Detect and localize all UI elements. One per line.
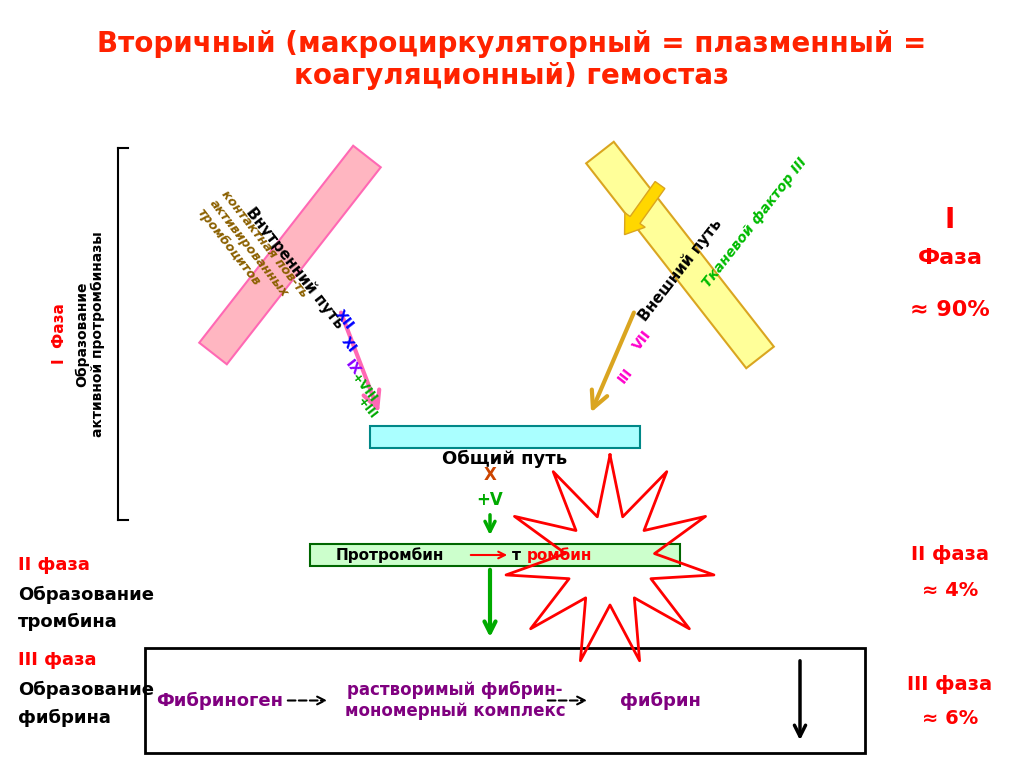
FancyArrow shape bbox=[625, 182, 665, 235]
Bar bbox=[310, 544, 680, 566]
Text: +VIII: +VIII bbox=[348, 370, 379, 405]
Text: ≈ 90%: ≈ 90% bbox=[910, 300, 990, 320]
Text: Тканевой фактор III: Тканевой фактор III bbox=[700, 155, 810, 290]
Text: XII: XII bbox=[332, 308, 356, 333]
Text: I: I bbox=[945, 206, 955, 234]
Text: II фаза: II фаза bbox=[18, 556, 90, 574]
Text: тромбина: тромбина bbox=[18, 613, 118, 631]
Bar bbox=[370, 426, 640, 448]
Text: Образование
активной протромбиназы: Образование активной протромбиназы bbox=[75, 231, 105, 437]
Text: ≈ 6%: ≈ 6% bbox=[922, 709, 978, 728]
Text: Внешний путь: Внешний путь bbox=[636, 216, 725, 324]
Text: фибрина: фибрина bbox=[18, 709, 111, 727]
Text: XI: XI bbox=[338, 334, 358, 356]
Text: III: III bbox=[615, 364, 636, 385]
Text: Фибриноген: Фибриноген bbox=[157, 691, 284, 709]
Text: III фаза: III фаза bbox=[18, 651, 96, 669]
Text: Общий путь: Общий путь bbox=[442, 450, 567, 468]
Text: Вторичный (макроциркуляторный = плазменный =
коагуляционный) гемостаз: Вторичный (макроциркуляторный = плазменн… bbox=[97, 30, 927, 91]
Text: растворимый фибрин-
мономерный комплекс: растворимый фибрин- мономерный комплекс bbox=[345, 681, 565, 720]
Text: VII: VII bbox=[630, 328, 654, 353]
Text: контактная пов-ть
активированных
тромбоцитов: контактная пов-ть активированных тромбоц… bbox=[195, 188, 310, 318]
Text: II фаза: II фаза bbox=[911, 545, 989, 565]
Bar bbox=[145, 648, 865, 753]
Text: IX: IX bbox=[342, 357, 362, 379]
Text: ≈ 4%: ≈ 4% bbox=[922, 581, 978, 600]
Text: I  Фаза: I Фаза bbox=[52, 304, 68, 364]
Text: +III: +III bbox=[354, 394, 379, 422]
Text: ромбин: ромбин bbox=[527, 547, 592, 563]
Text: Образование: Образование bbox=[18, 586, 154, 604]
Bar bbox=[586, 142, 774, 368]
Bar bbox=[200, 146, 381, 364]
Text: фибрин: фибрин bbox=[620, 691, 700, 709]
Text: т: т bbox=[512, 548, 521, 562]
Text: +V: +V bbox=[476, 491, 504, 509]
Text: III фаза: III фаза bbox=[907, 676, 992, 694]
Text: Внутренний путь: Внутренний путь bbox=[243, 205, 347, 331]
Text: X: X bbox=[483, 466, 497, 484]
Text: Образование: Образование bbox=[18, 681, 154, 699]
Text: Фаза: Фаза bbox=[918, 248, 982, 268]
Text: Протромбин: Протромбин bbox=[336, 547, 444, 563]
